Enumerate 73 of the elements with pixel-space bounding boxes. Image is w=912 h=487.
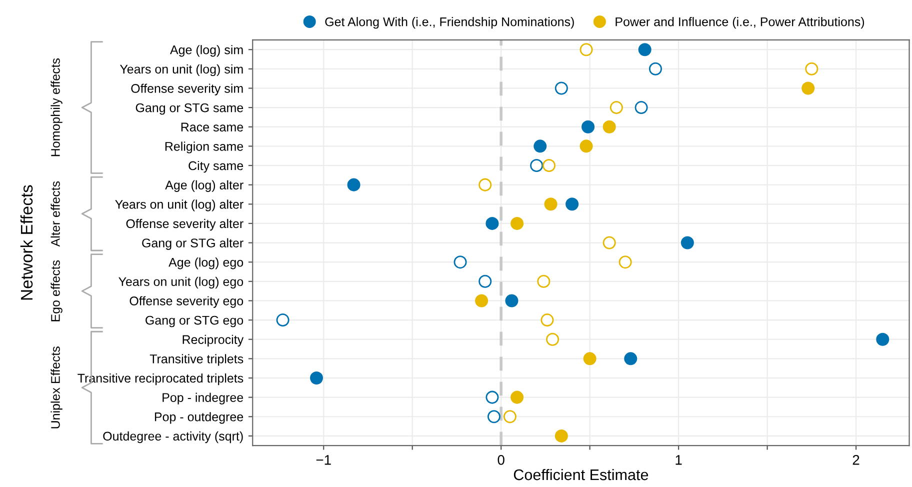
point <box>542 158 556 172</box>
point <box>805 62 818 76</box>
point <box>876 332 890 346</box>
point <box>537 274 550 288</box>
point <box>580 140 593 153</box>
y-tick-label: Years on unit (log) ego <box>118 276 244 289</box>
point <box>544 198 558 211</box>
x-tick-label: 2 <box>852 455 860 465</box>
point <box>487 410 500 424</box>
point <box>530 158 544 172</box>
y-tick-label: Offense severity sim <box>131 84 243 96</box>
point <box>566 198 579 211</box>
point <box>580 43 593 56</box>
point <box>583 352 596 366</box>
point <box>582 120 595 134</box>
point <box>478 178 492 192</box>
y-tick-label: Age (log) sim <box>170 45 243 57</box>
y-tick-label: Gang or STG alter <box>142 238 244 250</box>
text: Alter effects <box>50 181 60 247</box>
point <box>505 294 518 308</box>
point <box>534 140 547 153</box>
point <box>475 294 488 308</box>
x-tick-label: 1 <box>676 455 682 465</box>
y-tick-label: Transitive triplets <box>150 354 244 366</box>
y-tick-label: Years on unit (log) alter <box>115 200 244 212</box>
point <box>618 256 632 269</box>
point <box>486 390 499 404</box>
legend-label: Get Along With (i.e., Friendship Nominations) <box>325 17 574 29</box>
point <box>486 216 499 230</box>
legend-label: Power and Influence (i.e., Power Attributions) <box>616 17 864 29</box>
y-tick-label: Offense severity alter <box>126 218 244 231</box>
point <box>276 314 290 327</box>
y-tick-label: Gang or STG same <box>136 103 244 115</box>
y-tick-label: Age (log) alter <box>165 180 244 192</box>
y-tick-label: Pop - indegree <box>162 392 244 404</box>
x-tick-label: −1 <box>316 455 331 465</box>
point <box>478 274 492 288</box>
point <box>554 82 568 95</box>
point <box>454 256 467 269</box>
point <box>634 101 648 114</box>
point <box>554 429 568 442</box>
y-tick-label: Religion same <box>165 142 244 154</box>
point <box>347 178 360 192</box>
y-tick-label: Offense severity ego <box>130 296 244 308</box>
text: Ego effects <box>50 260 62 322</box>
text: Uniplex Effects <box>50 346 62 428</box>
y-tick-label: Reciprocity <box>182 334 244 346</box>
point <box>503 410 516 424</box>
y-tick-label: Transitive reciprocated triplets <box>78 373 244 386</box>
y-axis-title: Network Effects <box>20 185 33 300</box>
point <box>602 236 616 250</box>
point <box>802 82 815 95</box>
point <box>610 101 623 114</box>
y-tick-label: Gang or STG ego <box>146 316 244 328</box>
point <box>310 371 324 384</box>
point <box>648 62 662 76</box>
point <box>510 216 524 230</box>
text: Homophily effects <box>50 58 62 156</box>
y-tick-label: Years on unit (log) sim <box>120 64 243 76</box>
point <box>638 43 652 56</box>
x-axis-title: Coefficient Estimate <box>514 468 648 480</box>
y-tick-label: City same <box>188 160 244 173</box>
y-tick-label: Age (log) ego <box>168 258 244 270</box>
y-tick-label: Pop - outdegree <box>154 412 244 424</box>
point <box>510 390 524 404</box>
x-tick-label: 0 <box>498 455 504 465</box>
point <box>602 120 616 134</box>
point <box>540 314 554 327</box>
y-tick-label: Race same <box>181 122 244 132</box>
point <box>680 236 694 250</box>
point <box>546 332 560 346</box>
y-tick-label: Outdegree - activity (sqrt) <box>103 431 243 444</box>
point <box>624 352 638 366</box>
